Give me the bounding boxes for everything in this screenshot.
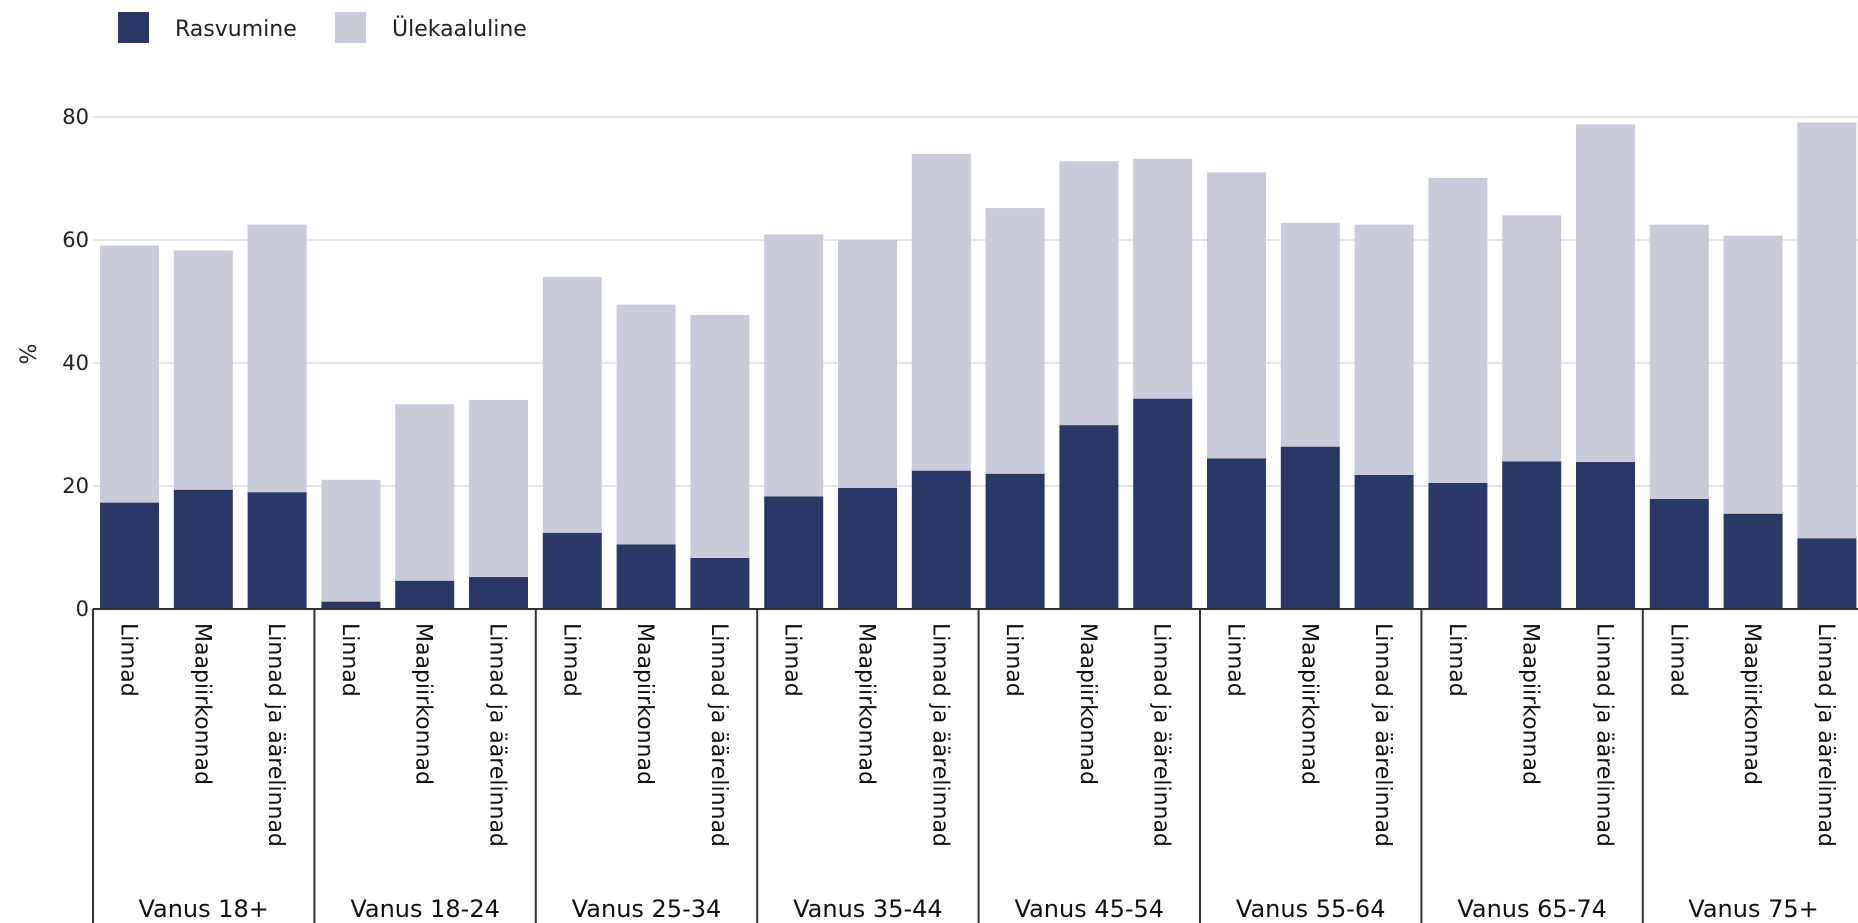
- bar-ulekaaluline: [321, 479, 381, 602]
- bar-ulekaaluline: [1280, 222, 1340, 447]
- group-label: Vanus 18+: [138, 895, 268, 923]
- x-tick-label: Linnad ja äärelinnad: [485, 623, 510, 847]
- bar-rasvumine: [1723, 513, 1783, 609]
- x-tick-label: Linnad ja äärelinnad: [706, 623, 731, 847]
- bar-rasvumine: [542, 532, 602, 609]
- group-label: Vanus 35-44: [793, 895, 943, 923]
- x-tick-label: Maapiirkonnad: [632, 623, 657, 785]
- bar-rasvumine: [1133, 398, 1193, 609]
- bar-ulekaaluline: [1059, 161, 1119, 426]
- y-tick-label: 80: [62, 105, 89, 129]
- bar-rasvumine: [469, 577, 528, 609]
- bar-ulekaaluline: [764, 234, 824, 497]
- x-tick-label: Linnad: [1223, 623, 1248, 697]
- y-tick-label: 60: [62, 228, 89, 252]
- x-tick-label: Maapiirkonnad: [1518, 623, 1543, 785]
- x-tick-label: Maapiirkonnad: [1075, 623, 1100, 785]
- x-tick-label: Linnad ja äärelinnad: [1592, 623, 1617, 847]
- x-tick-label: Linnad ja äärelinnad: [1813, 623, 1838, 847]
- x-tick-label: Linnad: [780, 623, 805, 697]
- bar-ulekaaluline: [1133, 158, 1193, 399]
- x-tick-label: Maapiirkonnad: [854, 623, 879, 785]
- bar-rasvumine: [764, 496, 824, 609]
- x-tick-label: Maapiirkonnad: [1296, 623, 1321, 785]
- bar-rasvumine: [1797, 538, 1857, 609]
- bar-rasvumine: [1576, 462, 1635, 609]
- group-label: Vanus 55-64: [1236, 895, 1386, 923]
- x-tick-label: Linnad: [1665, 623, 1690, 697]
- bar-rasvumine: [1059, 425, 1119, 609]
- bar-ulekaaluline: [247, 224, 307, 493]
- legend-swatch-rasvumine: [118, 12, 149, 43]
- bar-ulekaaluline: [690, 315, 750, 558]
- bar-rasvumine: [395, 580, 455, 609]
- x-tick-label: Linnad: [558, 623, 583, 697]
- bar-rasvumine: [985, 473, 1045, 609]
- x-tick-label: Linnad ja äärelinnad: [927, 623, 952, 847]
- bar-rasvumine: [1280, 446, 1340, 609]
- group-label: Vanus 18-24: [350, 895, 500, 923]
- x-tick-label: Maapiirkonnad: [189, 623, 214, 785]
- bar-ulekaaluline: [985, 208, 1045, 474]
- bar-ulekaaluline: [173, 250, 233, 490]
- bar-ulekaaluline: [469, 399, 528, 578]
- bar-rasvumine: [1354, 474, 1414, 609]
- bar-rasvumine: [1428, 482, 1488, 609]
- bar-ulekaaluline: [100, 245, 159, 503]
- legend-swatch-ulekaaluline: [335, 12, 366, 43]
- bar-rasvumine: [838, 487, 897, 609]
- legend: Rasvumine Ülekaaluline: [118, 12, 527, 43]
- x-tick-label: Linnad: [1444, 623, 1469, 697]
- bar-ulekaaluline: [542, 276, 602, 533]
- bar-rasvumine: [1502, 461, 1562, 609]
- bar-ulekaaluline: [1797, 122, 1857, 539]
- x-tick-label: Maapiirkonnad: [1739, 623, 1764, 785]
- group-label: Vanus 45-54: [1015, 895, 1165, 923]
- bar-ulekaaluline: [911, 153, 971, 471]
- bar-ulekaaluline: [838, 240, 897, 488]
- y-axis-ticks: 0 20 40 60 80: [62, 105, 89, 621]
- bar-ulekaaluline: [1428, 177, 1488, 483]
- bar-ulekaaluline: [616, 304, 676, 545]
- bar-ulekaaluline: [1649, 224, 1709, 499]
- group-label: Vanus 25-34: [572, 895, 722, 923]
- bar-rasvumine: [1207, 458, 1266, 609]
- y-tick-label: 0: [76, 597, 89, 621]
- bar-ulekaaluline: [1502, 215, 1562, 462]
- bar-ulekaaluline: [1576, 124, 1635, 463]
- bar-ulekaaluline: [395, 404, 455, 581]
- bar-rasvumine: [616, 544, 676, 609]
- bar-rasvumine: [911, 470, 971, 609]
- legend-label-rasvumine: Rasvumine: [175, 17, 297, 42]
- bar-ulekaaluline: [1723, 235, 1783, 514]
- gridlines: [93, 116, 1858, 487]
- bar-rasvumine: [690, 557, 750, 609]
- x-tick-label: Linnad ja äärelinnad: [263, 623, 288, 847]
- bars: [100, 122, 1857, 609]
- x-tick-label: Linnad: [1001, 623, 1026, 697]
- bar-rasvumine: [173, 489, 233, 609]
- x-axis: Linnad Maapiirkonnad Linnad ja äärelinnad L…: [92, 608, 1858, 923]
- y-tick-label: 20: [62, 474, 89, 498]
- group-label: Vanus 65-74: [1457, 895, 1607, 923]
- x-tick-label: Linnad ja äärelinnad: [1370, 623, 1395, 847]
- x-tick-label: Linnad: [116, 623, 141, 697]
- x-tick-label: Linnad ja äärelinnad: [1149, 623, 1174, 847]
- x-tick-label: Linnad: [337, 623, 362, 697]
- legend-label-ulekaaluline: Ülekaaluline: [392, 16, 527, 42]
- bar-rasvumine: [321, 601, 381, 609]
- bar-rasvumine: [247, 492, 307, 609]
- group-label: Vanus 75+: [1688, 895, 1818, 923]
- bar-ulekaaluline: [1207, 172, 1266, 459]
- y-axis-label: %: [17, 344, 42, 365]
- bar-ulekaaluline: [1354, 224, 1414, 475]
- bar-rasvumine: [1649, 498, 1709, 609]
- y-tick-label: 40: [62, 351, 89, 375]
- bar-rasvumine: [100, 502, 159, 609]
- x-tick-label: Maapiirkonnad: [411, 623, 436, 785]
